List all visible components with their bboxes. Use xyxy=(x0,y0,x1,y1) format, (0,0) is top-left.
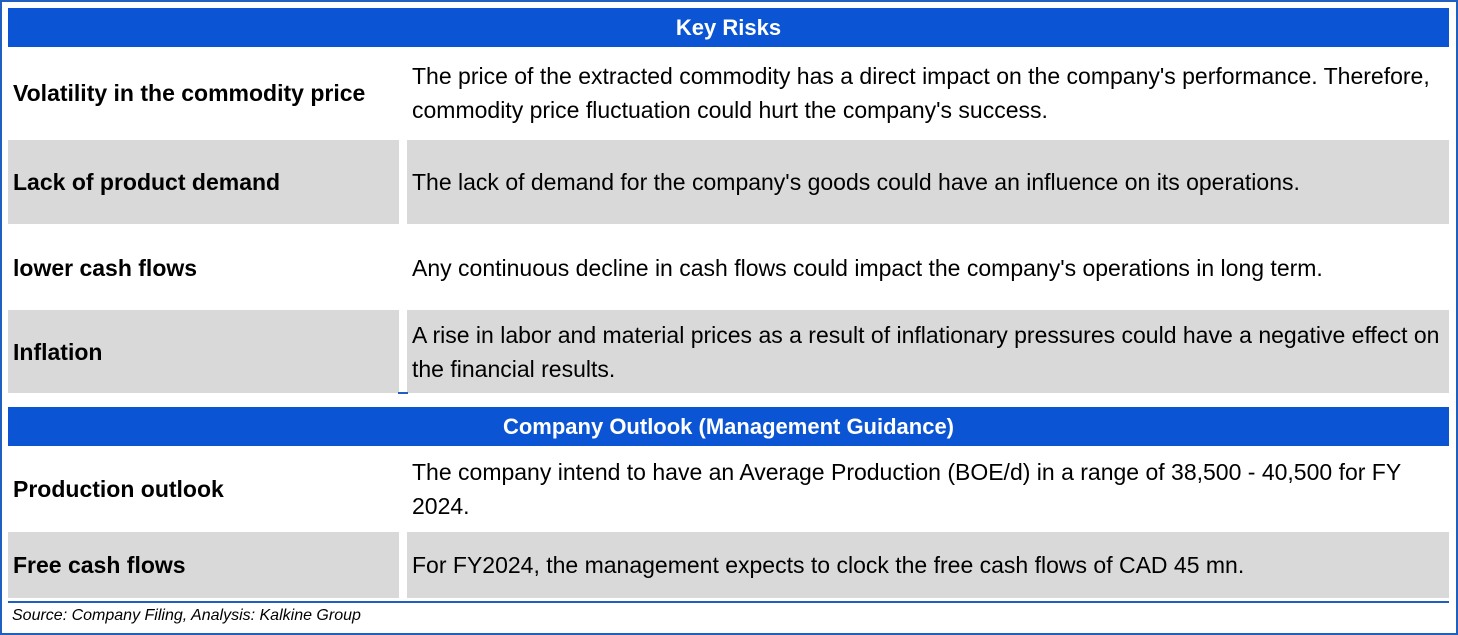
cell-marker xyxy=(398,392,408,394)
risk-description: A rise in labor and material prices as a… xyxy=(407,310,1449,393)
risk-label: Inflation xyxy=(8,310,399,393)
risk-description: Any continuous decline in cash flows cou… xyxy=(412,255,1323,281)
outlook-label: Free cash flows xyxy=(8,532,399,598)
key-risks-header: Key Risks xyxy=(8,8,1449,47)
outlook-label: Production outlook xyxy=(13,476,224,502)
table-row: Production outlook The company intend to… xyxy=(8,448,1449,530)
risk-label: lower cash flows xyxy=(13,255,198,281)
source-divider xyxy=(8,601,1449,603)
table-row: Volatility in the commodity price The pr… xyxy=(8,50,1449,136)
table-row: Inflation A rise in labor and material p… xyxy=(8,310,1449,393)
table-row: Free cash flows For FY2024, the manageme… xyxy=(8,532,1449,598)
table-row: lower cash flows Any continuous decline … xyxy=(8,228,1449,308)
risk-label: Lack of product demand xyxy=(8,140,399,224)
outlook-header: Company Outlook (Management Guidance) xyxy=(8,407,1449,446)
risk-label: Volatility in the commodity price xyxy=(13,80,366,106)
risk-description: The price of the extracted commodity has… xyxy=(412,63,1430,123)
source-note: Source: Company Filing, Analysis: Kalkin… xyxy=(12,607,361,624)
risk-description: The lack of demand for the company's goo… xyxy=(407,140,1449,224)
table-row: Lack of product demand The lack of deman… xyxy=(8,140,1449,224)
outlook-description: The company intend to have an Average Pr… xyxy=(412,459,1401,519)
outlook-description: For FY2024, the management expects to cl… xyxy=(407,532,1449,598)
